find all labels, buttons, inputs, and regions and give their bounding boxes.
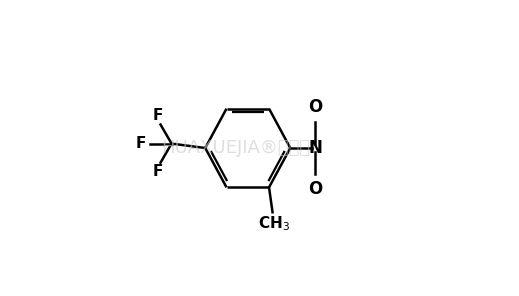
Text: F: F: [153, 164, 163, 179]
Text: CH$_3$: CH$_3$: [258, 215, 290, 233]
Text: F: F: [135, 136, 146, 151]
Text: F: F: [153, 108, 163, 123]
Text: O: O: [308, 180, 322, 198]
Text: HUAXUEJIA®化学加: HUAXUEJIA®化学加: [161, 139, 310, 157]
Text: O: O: [308, 98, 322, 116]
Text: N: N: [308, 139, 322, 157]
